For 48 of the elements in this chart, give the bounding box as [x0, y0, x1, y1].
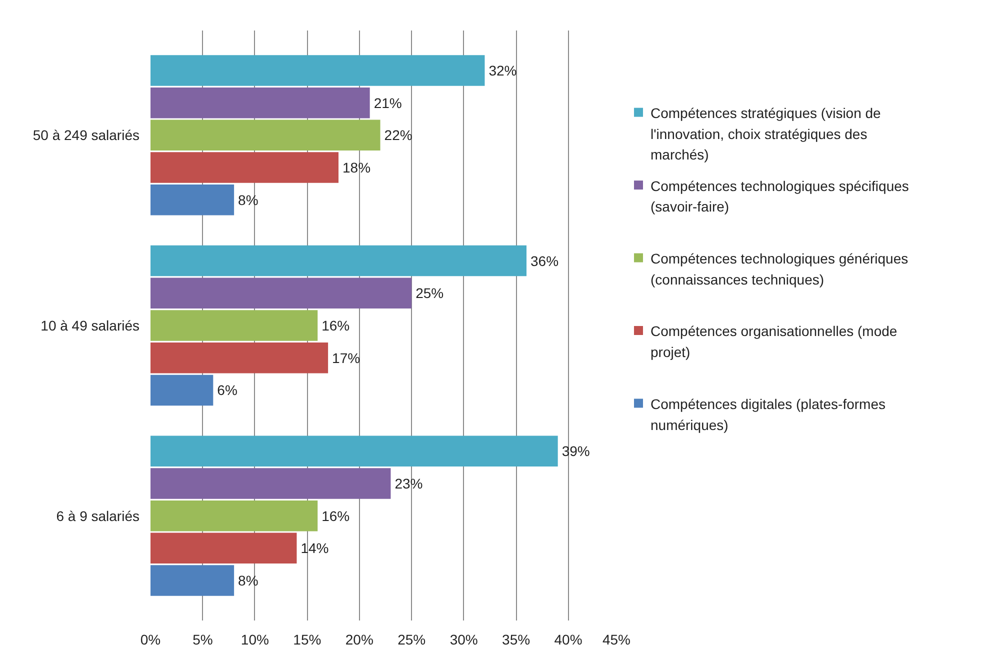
data-label: 14%: [300, 540, 329, 556]
x-tick-label: 25%: [398, 632, 426, 648]
data-label: 6%: [217, 382, 238, 398]
x-tick-label: 15%: [293, 632, 322, 648]
bar: [150, 120, 380, 151]
x-tick-label: 40%: [554, 632, 582, 648]
data-label: 23%: [394, 475, 423, 492]
bar: [150, 87, 370, 118]
data-label: 8%: [238, 572, 258, 589]
x-tick-label: 35%: [502, 632, 530, 648]
bar: [150, 436, 558, 466]
legend-label: Compétences stratégiques (vision de l'innovation, choix stratégiques des marchés): [650, 105, 882, 163]
y-tick-label: 10 à 49 salariés: [40, 318, 140, 334]
data-label: 32%: [488, 62, 517, 78]
legend-label: Compétences digitales (plates-formes numériques): [650, 396, 886, 433]
bar: [150, 500, 318, 532]
bar: [150, 565, 234, 596]
x-tick-label: 20%: [345, 632, 374, 648]
legend-label: Compétences technologiques génériques (connaissances techniques): [650, 250, 908, 288]
x-tick-label: 10%: [240, 632, 269, 648]
data-label: 17%: [332, 350, 360, 366]
x-tick-label: 0%: [140, 632, 161, 648]
bar: [150, 184, 234, 216]
bar: [150, 342, 328, 374]
bar: [150, 278, 412, 309]
data-label: 8%: [238, 192, 258, 208]
y-tick-label: 50 à 249 salariés: [32, 127, 140, 144]
data-label: 22%: [384, 127, 412, 144]
data-label: 21%: [374, 94, 402, 111]
bar: [150, 152, 338, 183]
data-label: 36%: [530, 252, 559, 269]
legend-label: Compétences technologiques spécifiques (savoir-faire): [650, 178, 909, 215]
x-tick-label: 45%: [602, 632, 631, 648]
bar: [150, 468, 391, 499]
bar: [150, 55, 485, 86]
y-tick-label: 6 à 9 salariés: [56, 508, 140, 524]
data-label: 18%: [342, 160, 371, 176]
data-label: 16%: [322, 508, 350, 524]
data-label: 25%: [416, 285, 444, 302]
data-label: 39%: [562, 443, 590, 460]
x-tick-label: 5%: [192, 632, 213, 648]
bar: [150, 310, 318, 341]
legend-label: Compétences organisationnelles (mode projet): [650, 323, 898, 360]
x-tick-label: 30%: [450, 632, 478, 648]
bar: [150, 374, 214, 406]
bar: [150, 245, 526, 276]
data-label: 16%: [322, 318, 350, 334]
bar: [150, 532, 297, 564]
